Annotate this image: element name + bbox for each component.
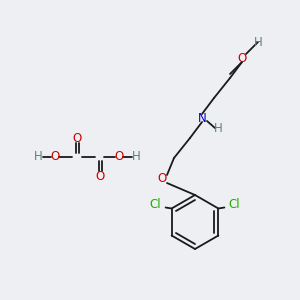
Text: O: O xyxy=(50,151,60,164)
Text: O: O xyxy=(72,131,82,145)
Text: H: H xyxy=(132,151,140,164)
Text: Cl: Cl xyxy=(229,198,240,211)
Text: O: O xyxy=(158,172,166,184)
Text: O: O xyxy=(114,151,124,164)
Text: H: H xyxy=(254,35,262,49)
Text: H: H xyxy=(214,122,222,134)
Text: H: H xyxy=(34,151,42,164)
Text: N: N xyxy=(198,112,206,124)
Text: O: O xyxy=(237,52,247,64)
Text: O: O xyxy=(95,169,105,182)
Text: Cl: Cl xyxy=(150,198,161,211)
